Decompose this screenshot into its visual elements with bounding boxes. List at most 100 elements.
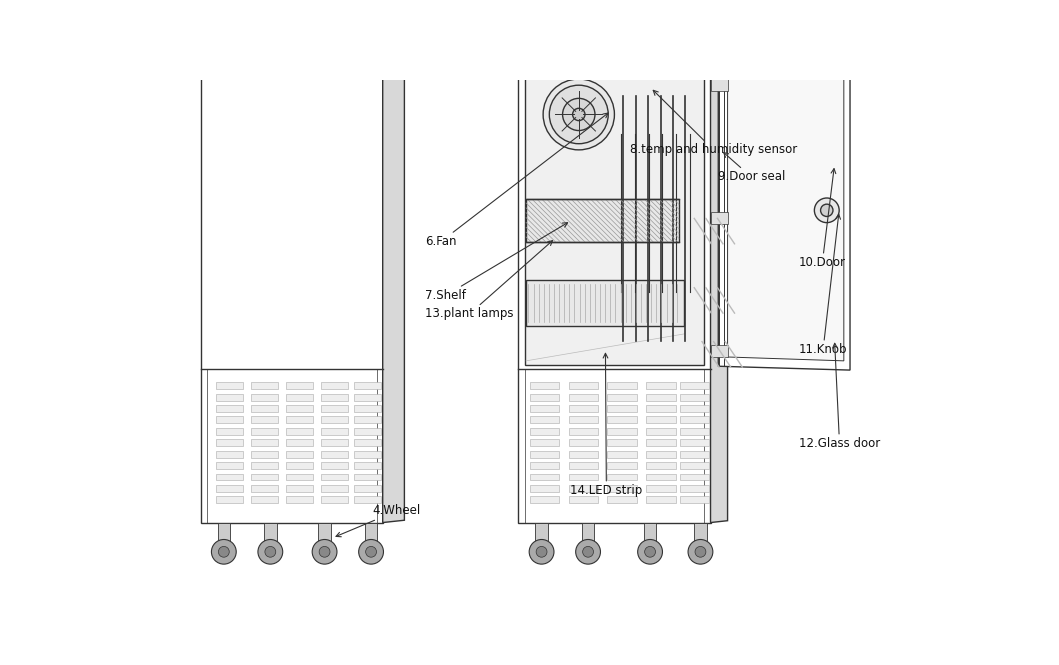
Bar [680,462,708,469]
Bar [680,428,708,435]
Bar [216,496,244,503]
Bar [608,496,636,503]
Bar [354,394,381,400]
Bar [526,200,679,242]
Bar [608,473,636,481]
Text: 9.Door seal: 9.Door seal [718,152,785,184]
Bar [530,462,559,469]
Circle shape [573,108,585,120]
Bar [321,416,347,424]
Bar [286,473,313,481]
Bar [286,416,313,424]
Bar [216,451,244,458]
Polygon shape [711,0,728,523]
Bar [321,394,347,400]
Bar [569,428,598,435]
Bar [680,440,708,446]
Circle shape [365,547,377,557]
Bar [569,405,598,412]
Text: 8.temp and humidity sensor: 8.temp and humidity sensor [630,90,797,156]
Bar [321,496,347,503]
Bar [286,428,313,435]
Bar [286,405,313,412]
Bar [524,72,704,364]
Circle shape [218,547,229,557]
Bar [538,0,665,36]
Bar [530,416,559,424]
Circle shape [543,79,614,150]
Circle shape [582,547,593,557]
Bar [530,451,559,458]
Bar [604,45,610,51]
Bar [286,462,313,469]
Bar [608,462,636,469]
Bar [216,485,244,492]
Bar [324,45,330,51]
Bar [207,0,377,68]
Circle shape [638,539,663,564]
Text: 11.Knob: 11.Knob [798,214,847,356]
Bar [216,440,244,446]
Bar [569,382,598,389]
Bar [588,45,594,51]
Bar [216,394,244,400]
Bar [239,45,246,51]
Bar [321,440,347,446]
Polygon shape [728,70,844,361]
Bar [646,440,676,446]
Circle shape [645,547,656,557]
Bar [530,496,559,503]
Bar [680,496,708,503]
Bar [646,428,676,435]
Bar [646,416,676,424]
Bar [680,394,708,400]
Bar [359,45,365,51]
Text: 13.plant lamps: 13.plant lamps [426,241,553,321]
Bar [569,451,598,458]
Bar [680,416,708,424]
Bar [374,7,379,26]
Bar [279,45,284,51]
Bar [200,0,382,523]
Text: 10.Door: 10.Door [798,169,846,269]
Bar [608,416,636,424]
Bar [286,451,313,458]
Text: 12.Glass door: 12.Glass door [798,343,880,450]
Bar [569,416,598,424]
Circle shape [265,547,275,557]
Circle shape [319,547,330,557]
Bar [354,462,381,469]
Bar [646,394,676,400]
Bar [321,382,347,389]
Bar [218,523,230,542]
Bar [530,382,559,389]
Bar [216,473,244,481]
Bar [711,344,728,357]
Bar [569,394,598,400]
Bar [569,440,598,446]
Bar [293,45,300,51]
Bar [286,394,313,400]
Bar [695,523,706,542]
Bar [646,473,676,481]
Bar [286,485,313,492]
Bar [251,382,279,389]
Bar [530,473,559,481]
Bar [550,45,556,51]
Bar [569,485,598,492]
Circle shape [530,539,554,564]
Bar [251,394,279,400]
Bar [216,416,244,424]
Bar [309,45,316,51]
Bar [680,382,708,389]
Circle shape [312,539,337,564]
Bar [530,485,559,492]
Bar [608,451,636,458]
Circle shape [688,539,713,564]
Bar [646,382,676,389]
Bar [608,428,636,435]
Bar [526,280,684,327]
Circle shape [550,85,608,144]
Bar [573,45,579,51]
Bar [321,473,347,481]
